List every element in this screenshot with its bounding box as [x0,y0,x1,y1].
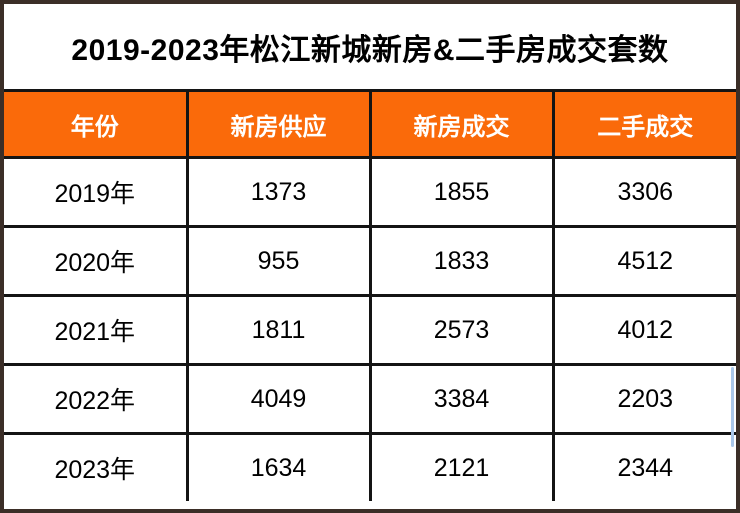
table-row: 2020年 955 1833 4512 [4,225,736,297]
cell-secondhand-deals: 2203 [551,363,736,435]
column-header-secondhand-deals: 二手成交 [551,90,736,159]
data-table: 年份 新房供应 新房成交 二手成交 2019年 1373 1855 3306 2… [4,90,736,503]
cell-new-deals: 1855 [368,156,555,228]
cell-new-deals: 2573 [368,294,555,366]
table-row: 2021年 1811 2573 4012 [4,294,736,366]
cell-year: 2021年 [4,294,189,366]
cell-new-deals: 3384 [368,363,555,435]
cell-year: 2023年 [4,432,189,503]
cell-new-supply: 1634 [185,432,372,503]
table-row: 2022年 4049 3384 2203 [4,363,736,435]
cell-secondhand-deals: 3306 [551,156,736,228]
page-title: 2019-2023年松江新城新房&二手房成交套数 [71,33,669,67]
column-header-new-deals: 新房成交 [368,90,555,159]
column-header-year: 年份 [4,90,189,159]
selection-artifact [731,367,734,447]
cell-secondhand-deals: 2344 [551,432,736,503]
cell-secondhand-deals: 4012 [551,294,736,366]
cell-year: 2022年 [4,363,189,435]
cell-new-supply: 955 [185,225,372,297]
cell-new-supply: 1373 [185,156,372,228]
title-bar: 2019-2023年松江新城新房&二手房成交套数 [4,4,736,92]
table-row: 2023年 1634 2121 2344 [4,432,736,503]
cell-year: 2020年 [4,225,189,297]
cell-new-deals: 2121 [368,432,555,503]
cell-new-supply: 4049 [185,363,372,435]
cell-secondhand-deals: 4512 [551,225,736,297]
table-row: 2019年 1373 1855 3306 [4,156,736,228]
cell-new-supply: 1811 [185,294,372,366]
column-header-new-supply: 新房供应 [185,90,372,159]
cell-new-deals: 1833 [368,225,555,297]
cell-year: 2019年 [4,156,189,228]
table-header-row: 年份 新房供应 新房成交 二手成交 [4,90,736,159]
